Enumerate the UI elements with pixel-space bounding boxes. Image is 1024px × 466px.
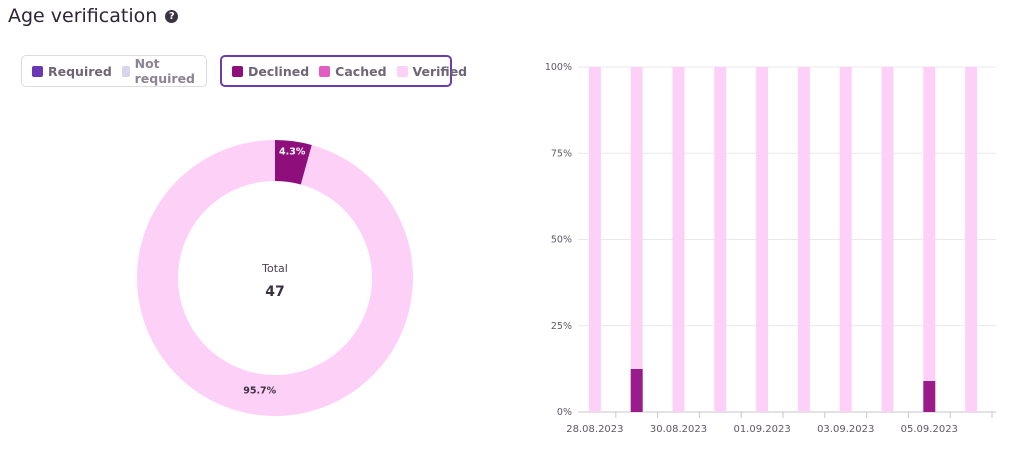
legend-item-not-required[interactable]: Not required [121, 56, 198, 86]
bar-segment-verified[interactable] [756, 67, 769, 412]
legend-item-cached[interactable]: Cached [319, 63, 387, 79]
bar-segment-declined[interactable] [630, 368, 643, 412]
bar-segment-verified[interactable] [672, 67, 685, 412]
x-tick-label: 30.08.2023 [650, 424, 707, 435]
swatch-cached [319, 65, 331, 77]
question-circle-icon[interactable]: ? [165, 9, 179, 23]
legend-item-verified[interactable]: Verified [396, 63, 468, 79]
bar-segment-declined[interactable] [923, 380, 936, 412]
bar-segment-verified[interactable] [797, 67, 810, 412]
y-tick-label: 100% [545, 62, 572, 73]
donut-chart: 4.3% 95.7% Total 47 [137, 140, 413, 416]
x-tick-label: 03.09.2023 [817, 424, 874, 435]
x-tick-label: 01.09.2023 [733, 424, 790, 435]
bar-segment-verified[interactable] [714, 67, 727, 412]
bar-segment-verified[interactable] [839, 67, 852, 412]
swatch-verified [396, 65, 408, 77]
y-tick-label: 50% [551, 235, 572, 246]
swatch-not-required [121, 65, 130, 77]
legend-label-declined: Declined [248, 63, 310, 79]
bar-segment-verified[interactable] [630, 67, 643, 369]
x-tick-label: 05.09.2023 [901, 424, 958, 435]
legend-item-required[interactable]: Required [32, 64, 112, 79]
legend-label-not-required: Not required [134, 56, 195, 86]
swatch-declined [232, 65, 243, 77]
legend-label-verified: Verified [412, 63, 468, 79]
bar-segment-verified[interactable] [923, 67, 936, 381]
donut-center-label: Total [261, 262, 288, 275]
swatch-required [32, 65, 43, 77]
page-title-text: Age verification [8, 5, 158, 27]
legend-label-required: Required [48, 63, 112, 79]
donut-slice-declined[interactable] [275, 140, 312, 185]
x-tick-label: 28.08.2023 [566, 424, 623, 435]
legend-requirement: Required Not required [21, 55, 207, 87]
stacked-bar-chart: 0% 25% 50% 75% 100% 28.08.2023 30.08.2023 01.09… [545, 62, 996, 435]
donut-slice-label: 4.3% [279, 147, 306, 158]
page-title: Age verification ? [8, 5, 179, 27]
legend-label-cached: Cached [335, 63, 387, 79]
y-tick-label: 75% [551, 148, 572, 159]
donut-center-value: 47 [265, 284, 284, 300]
donut-slice-verified[interactable] [137, 140, 413, 416]
y-tick-label: 25% [551, 321, 572, 332]
y-tick-label: 0% [557, 407, 572, 418]
bar-segment-verified[interactable] [588, 67, 601, 412]
donut-slice-label: 95.7% [243, 385, 276, 396]
bar-segment-verified[interactable] [965, 67, 978, 412]
legend-status: Declined Cached Verified [220, 55, 467, 87]
bar-segment-verified[interactable] [881, 67, 894, 412]
legend-item-declined[interactable]: Declined [232, 64, 309, 79]
